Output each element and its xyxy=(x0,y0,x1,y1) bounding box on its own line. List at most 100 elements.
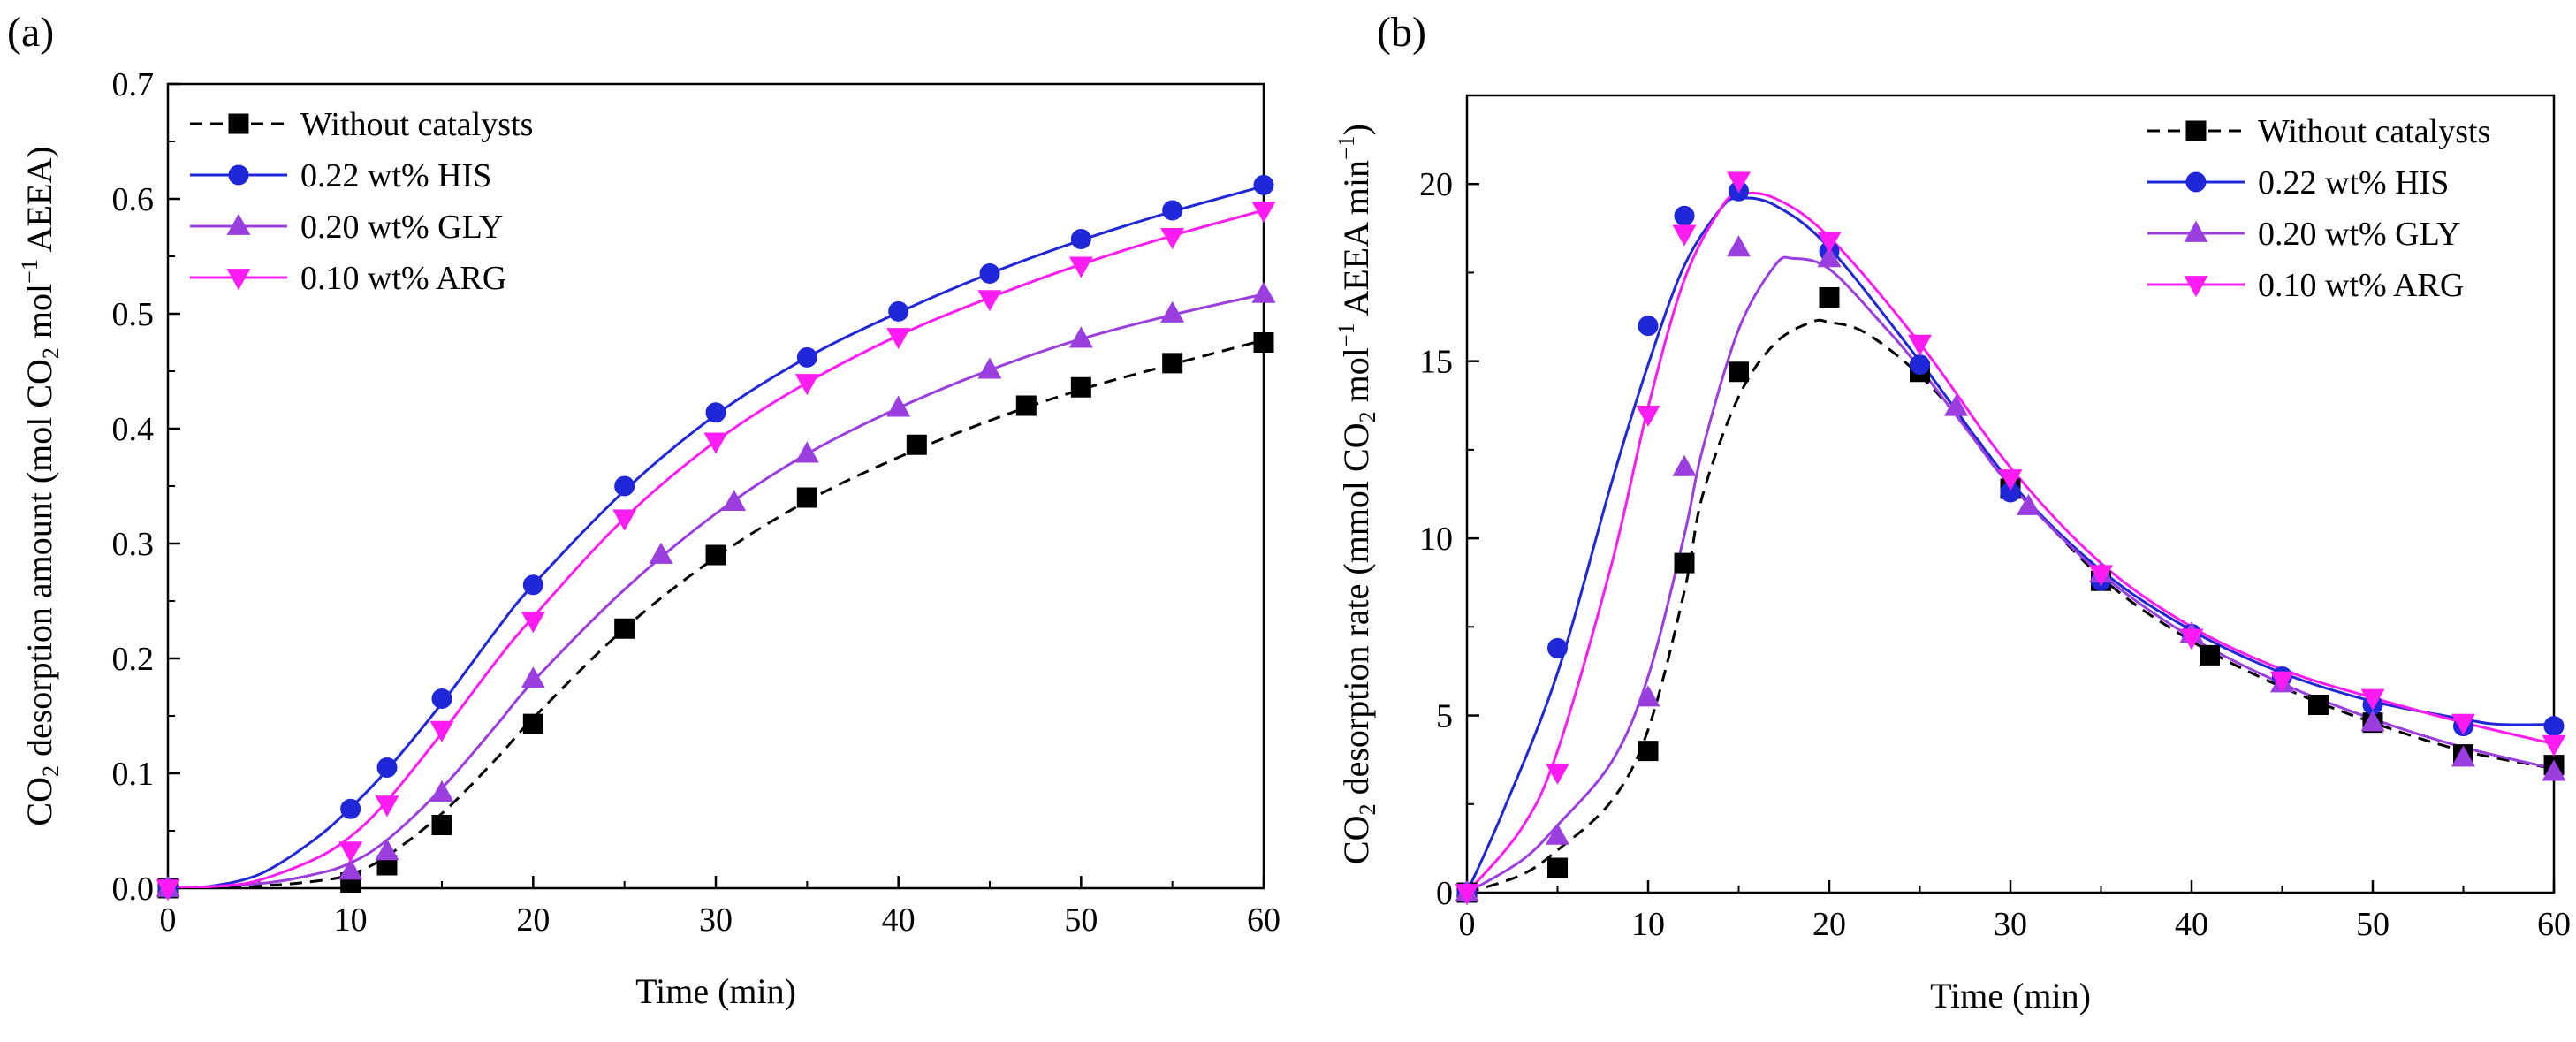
y-tick-label: 0.0 xyxy=(112,871,155,908)
x-tick-label: 50 xyxy=(2356,906,2390,943)
data-point xyxy=(1674,552,1695,574)
y-axis-title-part: desorption rate (mmol CO xyxy=(1336,422,1376,803)
data-point xyxy=(2269,671,2295,693)
series-line xyxy=(168,209,1264,888)
data-point xyxy=(1162,200,1183,221)
data-point xyxy=(1943,394,1969,416)
legend-marker xyxy=(2185,120,2207,141)
legend-marker xyxy=(2184,276,2208,298)
x-tick-label: 40 xyxy=(2175,906,2208,943)
x-tick-label: 20 xyxy=(516,901,550,939)
legend: Without catalysts 0.22 wt% HIS 0.20 wt% GL… xyxy=(190,106,533,297)
data-point xyxy=(612,509,637,531)
data-point xyxy=(888,300,909,322)
y-tick-label: 5 xyxy=(1436,698,1453,735)
x-tick-label: 10 xyxy=(1631,906,1665,943)
x-tick-label: 50 xyxy=(1064,901,1098,939)
data-point xyxy=(521,612,545,634)
y-tick-label: 0.1 xyxy=(112,756,155,793)
data-point xyxy=(794,374,819,396)
y-axis-title: CO2 desorption amount (mol CO2 mol−1 AEE… xyxy=(17,146,64,825)
data-point xyxy=(1907,334,1933,356)
legend-marker xyxy=(226,269,251,291)
data-point xyxy=(1253,174,1274,195)
data-point xyxy=(1547,637,1568,658)
data-point xyxy=(1674,205,1695,226)
data-point xyxy=(1068,256,1093,278)
data-point xyxy=(722,489,747,512)
data-point xyxy=(431,815,452,835)
data-point xyxy=(1545,823,1570,845)
data-point xyxy=(1547,857,1568,878)
y-axis-title-part: −1 xyxy=(17,259,42,284)
data-point xyxy=(1068,326,1093,348)
legend-marker xyxy=(2184,220,2208,242)
x-tick-label: 30 xyxy=(1994,906,2027,943)
data-point xyxy=(906,434,927,455)
legend-label: 0.20 wt% GLY xyxy=(2258,216,2460,253)
data-point xyxy=(703,432,728,454)
data-point xyxy=(522,713,543,734)
legend-marker xyxy=(2185,171,2207,193)
panel-a: 0 10 20 30 40 50 60 0.0 0.1 0.2 0.3 0.4 0.5 0.6 0.7 Tim… xyxy=(7,9,1280,1011)
data-point xyxy=(2308,695,2329,716)
data-point xyxy=(156,879,180,901)
y-axis-title-part: CO xyxy=(1336,815,1376,864)
y-tick-label: 10 xyxy=(1419,521,1453,558)
x-tick-label: 10 xyxy=(334,901,368,939)
data-point xyxy=(614,618,635,639)
data-point xyxy=(2088,565,2114,587)
legend-marker xyxy=(228,113,249,134)
data-point xyxy=(2360,710,2385,732)
series-line xyxy=(1467,255,2554,893)
data-point xyxy=(886,395,911,417)
data-point xyxy=(1672,454,1697,476)
data-point xyxy=(1015,395,1037,416)
data-point xyxy=(1160,228,1185,250)
data-point xyxy=(1638,316,1659,337)
data-point xyxy=(429,720,454,742)
data-point xyxy=(1636,405,1660,428)
data-point xyxy=(649,542,673,564)
x-axis-title: Time (min) xyxy=(635,971,796,1011)
data-point xyxy=(2451,745,2476,767)
data-point xyxy=(521,666,545,688)
plot-frame xyxy=(166,82,1265,890)
data-point xyxy=(340,798,361,819)
data-point xyxy=(1817,232,1842,254)
data-point xyxy=(431,688,452,709)
series-line xyxy=(1467,318,2554,893)
y-tick-label: 0.7 xyxy=(112,66,155,103)
data-point xyxy=(1910,354,1930,376)
data-point xyxy=(1545,763,1570,785)
data-point xyxy=(979,263,1000,284)
x-tick-label: 60 xyxy=(2537,906,2571,943)
data-point xyxy=(1160,300,1185,323)
data-point xyxy=(376,757,398,778)
data-point xyxy=(886,328,911,350)
data-point xyxy=(1672,224,1697,247)
y-axis-title-part: 2 xyxy=(38,347,64,359)
data-point xyxy=(977,290,1002,312)
data-point xyxy=(705,544,726,566)
x-tick-label: 40 xyxy=(882,901,916,939)
data-point xyxy=(375,795,399,818)
data-point xyxy=(429,780,454,802)
y-axis-title-part: mol xyxy=(1336,347,1376,411)
data-point xyxy=(1455,884,1479,906)
y-axis-title-part: ) xyxy=(1336,124,1376,135)
data-point xyxy=(375,839,399,861)
y-tick-label: 15 xyxy=(1419,344,1453,381)
y-axis-title-part: 2 xyxy=(1355,803,1380,815)
y-tick-label: 0.6 xyxy=(112,181,155,218)
x-tick-label: 30 xyxy=(699,901,733,939)
data-point xyxy=(1070,229,1091,249)
y-axis-title-part: −1 xyxy=(1334,323,1359,347)
y-tick-label: 0 xyxy=(1436,875,1453,912)
data-point xyxy=(522,574,543,596)
data-point xyxy=(338,858,363,880)
data-point xyxy=(2200,644,2220,666)
y-tick-label: 20 xyxy=(1419,166,1453,203)
legend-label: 0.10 wt% ARG xyxy=(2258,267,2464,304)
y-axis-title-part: 2 xyxy=(38,765,64,777)
